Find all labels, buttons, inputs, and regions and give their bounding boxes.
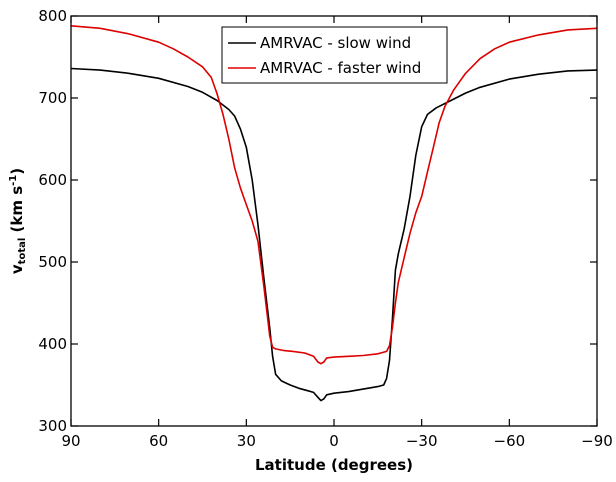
legend-box <box>221 26 448 84</box>
y-axis-title-superscript: -1 <box>8 175 19 186</box>
x-tick-label: −60 <box>494 432 526 450</box>
legend-label-faster-wind: AMRVAC - faster wind <box>260 59 421 77</box>
y-tick-label: 300 <box>38 417 67 435</box>
y-axis-title-unit-close: ) <box>8 168 26 175</box>
series-line-0 <box>70 67 598 402</box>
y-axis-title-unit: (km s <box>8 186 26 238</box>
y-tick-label: 800 <box>38 7 67 25</box>
legend-label-slow-wind: AMRVAC - slow wind <box>260 34 411 52</box>
y-tick-label: 400 <box>38 335 67 353</box>
x-tick-label: −30 <box>406 432 438 450</box>
x-tick-label: 0 <box>329 432 339 450</box>
series-line-1 <box>70 25 598 365</box>
x-tick-label: 30 <box>237 432 256 450</box>
y-axis-title-base: v <box>8 264 26 274</box>
x-tick-label: 60 <box>149 432 168 450</box>
y-tick-label: 600 <box>38 171 67 189</box>
x-axis-title: Latitude (degrees) <box>255 456 413 474</box>
y-tick-label: 700 <box>38 89 67 107</box>
x-tick-label: −90 <box>581 432 613 450</box>
y-tick-label: 500 <box>38 253 67 271</box>
series-layer <box>70 25 598 402</box>
x-tick-label: 90 <box>61 432 80 450</box>
legend: AMRVAC - slow wind AMRVAC - faster wind <box>221 26 448 84</box>
y-axis-title: vtotal (km s-1) <box>8 168 28 274</box>
y-axis-title-subscript: total <box>17 238 28 265</box>
